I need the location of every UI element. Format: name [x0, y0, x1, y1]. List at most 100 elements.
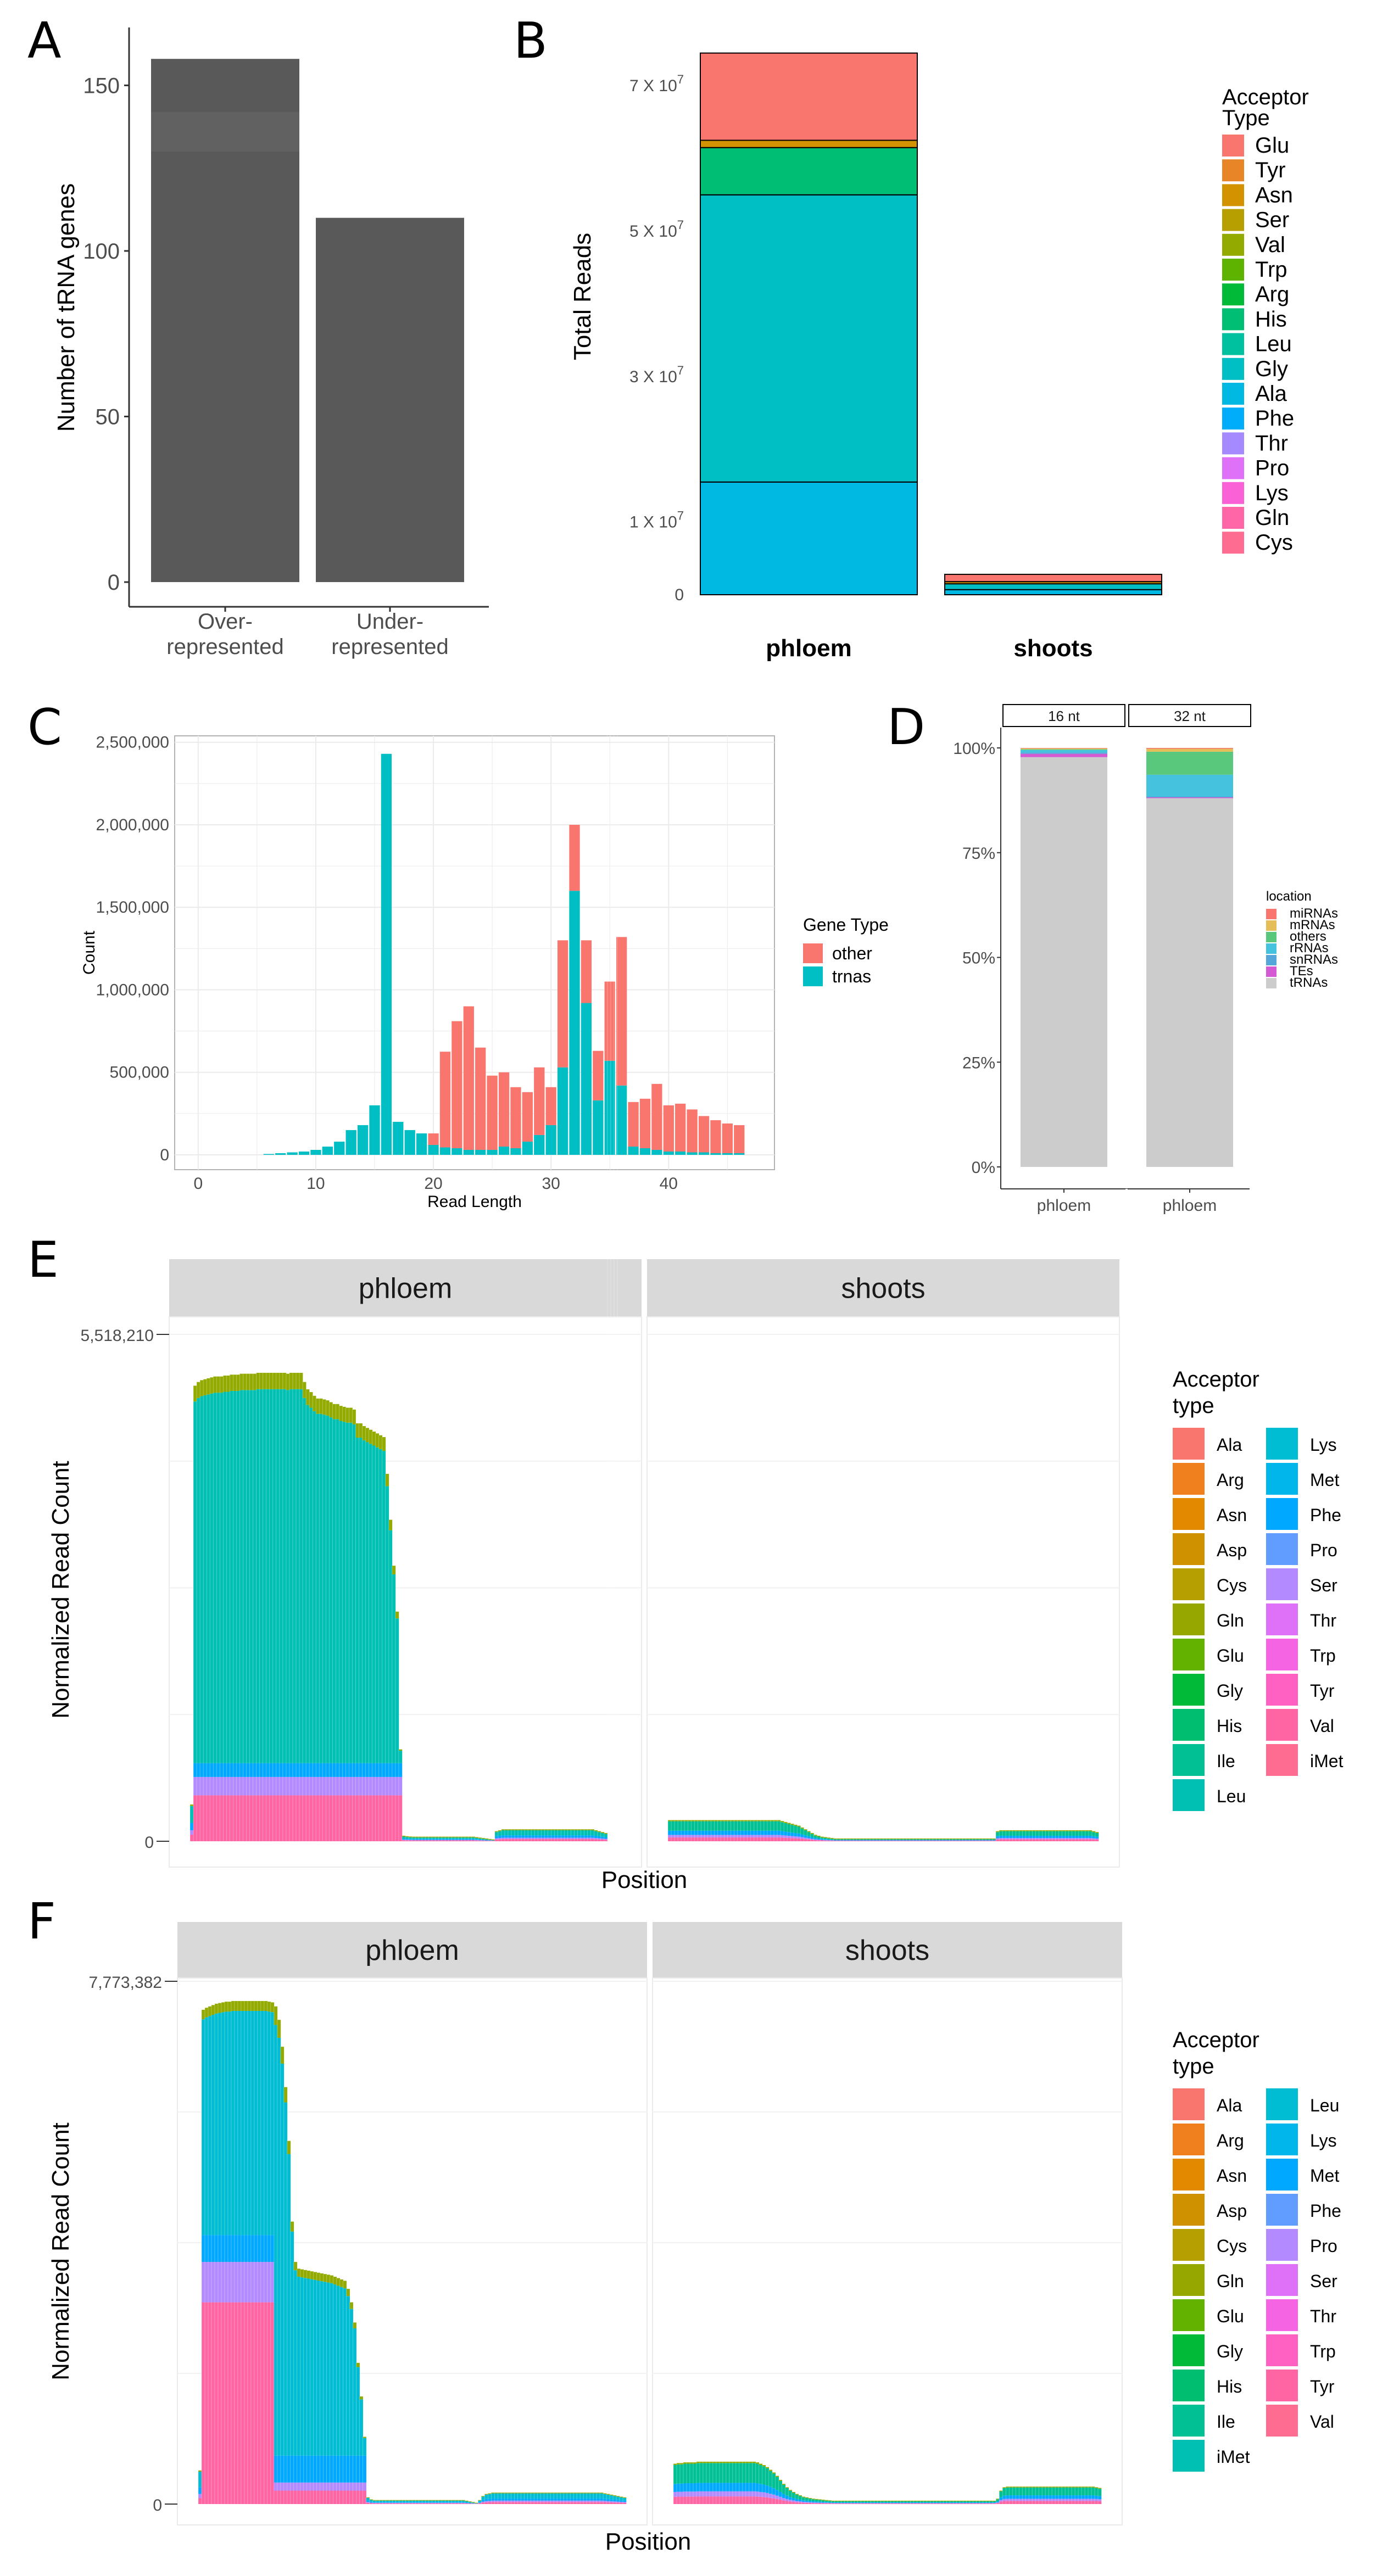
e-area-segment	[1042, 1839, 1046, 1841]
f-area-segment	[1075, 2501, 1079, 2504]
f-area-segment	[395, 2500, 399, 2502]
f-area-segment	[616, 2502, 620, 2504]
e-area-segment	[322, 1415, 326, 1763]
f-area-segment	[376, 2500, 380, 2501]
c-bar-trnas	[298, 1151, 310, 1155]
e-area-segment	[518, 1830, 522, 1836]
e-area-segment	[604, 1834, 608, 1837]
c-bar-other	[581, 940, 592, 1003]
f-legend-label-cys: Cys	[1217, 2236, 1247, 2256]
e-area-segment	[763, 1830, 768, 1835]
f-area-segment	[369, 2502, 373, 2504]
e-area-segment	[571, 1837, 575, 1840]
f-area-segment	[488, 2499, 492, 2501]
c-bar-trnas	[628, 1146, 639, 1155]
e-area-segment	[216, 1763, 220, 1777]
f-area-segment	[531, 2498, 534, 2501]
e-area-segment	[316, 1398, 320, 1414]
e-area-segment	[1082, 1837, 1086, 1840]
b-legend-key-phe	[1222, 407, 1244, 430]
f-area-segment	[603, 2502, 607, 2504]
f-area-segment	[277, 2020, 281, 2038]
f-area-segment	[679, 2464, 684, 2484]
f-area-segment	[946, 2503, 950, 2504]
e-area-segment	[1078, 1837, 1083, 1840]
f-area-segment	[749, 2483, 753, 2491]
e-area-segment	[584, 1830, 588, 1836]
f-area-segment	[326, 2482, 330, 2491]
f-area-segment	[864, 2501, 868, 2502]
e-area-segment	[478, 1837, 482, 1839]
f-area-segment	[913, 2502, 917, 2504]
b-y-tick-base: 1 X 10	[629, 513, 677, 532]
f-area-segment	[808, 2497, 812, 2499]
f-area-segment	[573, 2502, 577, 2504]
e-area-segment	[534, 1835, 538, 1838]
e-area-segment	[1049, 1839, 1052, 1841]
c-bar-trnas	[698, 1152, 710, 1155]
e-area-segment	[233, 1776, 237, 1796]
f-area-segment	[1049, 2499, 1052, 2501]
f-area-segment	[603, 2493, 607, 2494]
f-area-segment	[1068, 2495, 1072, 2499]
e-area-segment	[319, 1413, 323, 1763]
e-area-segment	[804, 1835, 807, 1838]
d-y-tick-label: 0%	[972, 1159, 995, 1177]
f-area-segment	[227, 2262, 232, 2303]
e-area-segment	[475, 1839, 478, 1840]
e-area-segment	[243, 1795, 247, 1841]
e-area-segment	[276, 1372, 280, 1389]
e-area-segment	[1002, 1839, 1006, 1841]
e-area-segment	[329, 1763, 333, 1777]
e-area-segment	[590, 1830, 595, 1836]
f-area-segment	[540, 2498, 544, 2501]
e-area-segment	[372, 1432, 376, 1446]
f-area-segment	[244, 2001, 248, 2011]
f-area-segment	[359, 2396, 363, 2400]
f-area-segment	[791, 2502, 796, 2504]
f-area-segment	[274, 2482, 278, 2491]
f-area-segment	[759, 2484, 763, 2492]
e-area-segment	[422, 1840, 426, 1841]
panel-label-e: E	[27, 1231, 59, 1289]
f-area-segment	[613, 2501, 617, 2503]
e-area-segment	[1045, 1839, 1049, 1841]
e-area-segment	[336, 1795, 339, 1841]
f-area-segment	[353, 2490, 356, 2504]
e-area-segment	[1009, 1837, 1013, 1840]
f-area-segment	[320, 2455, 324, 2483]
b-bar-segment-phloem-gly	[700, 194, 918, 483]
e-area-segment	[1032, 1839, 1036, 1841]
e-area-segment	[590, 1835, 595, 1838]
f-area-segment	[201, 2302, 205, 2504]
e-area-segment	[558, 1829, 561, 1831]
f-area-segment	[933, 2503, 937, 2504]
f-legend-key-arg	[1173, 2124, 1205, 2155]
e-area-segment	[1072, 1837, 1076, 1840]
f-area-segment	[349, 2309, 353, 2456]
e-area-segment	[239, 1373, 243, 1390]
e-area-segment	[600, 1832, 605, 1837]
b-y-tick-label: 0	[675, 586, 684, 604]
f-area-segment	[511, 2493, 515, 2499]
f-area-segment	[241, 2235, 245, 2262]
c-bar-other	[722, 1123, 733, 1153]
e-area-segment	[402, 1838, 406, 1840]
b-legend-key-val	[1222, 233, 1244, 256]
f-area-segment	[488, 2493, 492, 2494]
f-area-segment	[798, 2496, 802, 2500]
e-area-segment	[309, 1795, 313, 1841]
f-area-segment	[257, 2010, 261, 2236]
f-area-segment	[805, 2497, 809, 2498]
f-legend-key-trp	[1266, 2334, 1298, 2366]
f-area-segment	[956, 2502, 960, 2504]
f-area-segment	[326, 2455, 330, 2483]
e-area-segment	[508, 1839, 512, 1841]
c-bar-trnas	[393, 1121, 404, 1155]
e-area-segment	[763, 1837, 768, 1841]
f-area-segment	[306, 2278, 311, 2456]
e-area-segment	[966, 1840, 970, 1841]
c-bar-other	[663, 1105, 674, 1152]
e-area-segment	[548, 1837, 551, 1840]
f-area-segment	[775, 2477, 779, 2490]
